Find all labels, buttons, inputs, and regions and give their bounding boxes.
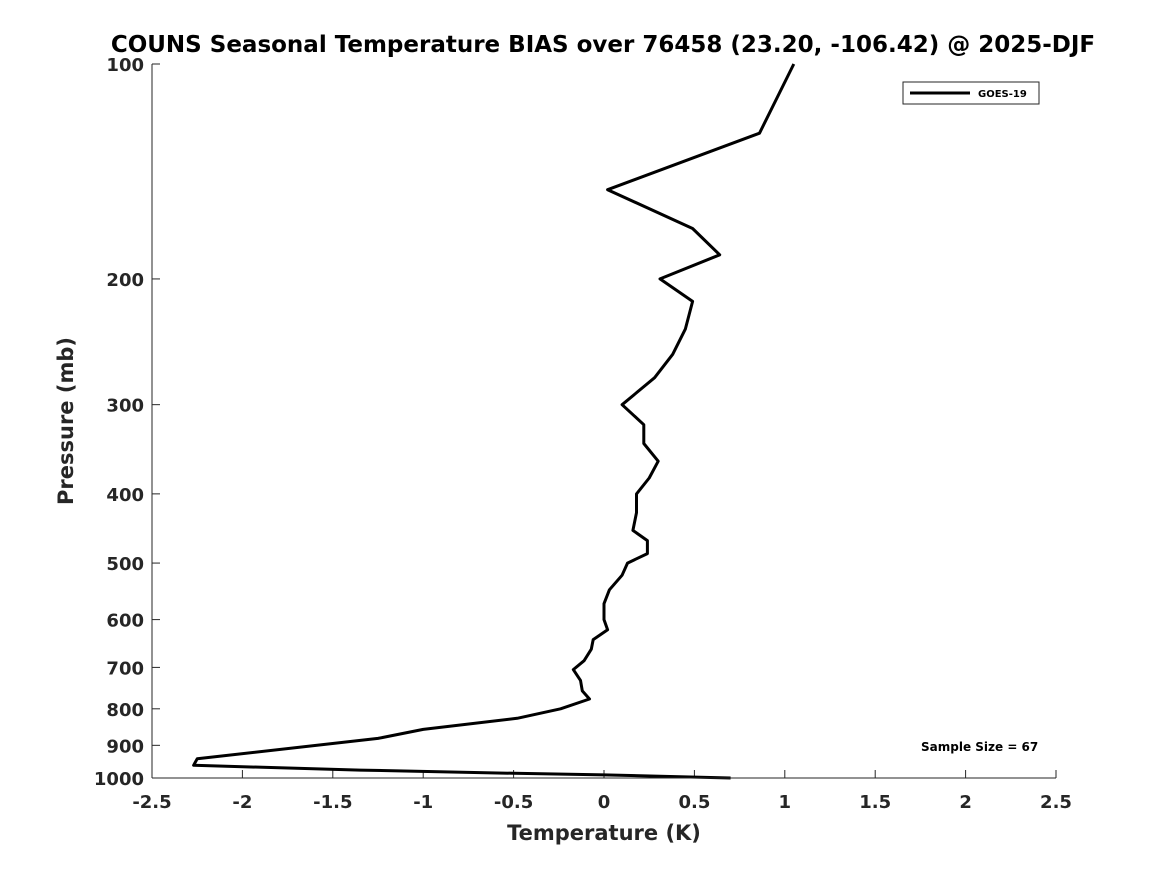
x-axis-ticks: -2.5 -2 -1.5 -1 -0.5 0 0.5 1 1.5 2 2.5 <box>132 770 1072 813</box>
x-tick-label: -2 <box>232 792 252 813</box>
x-tick-label: -0.5 <box>494 792 533 813</box>
plot-area <box>152 64 1056 778</box>
x-tick-label: 1.5 <box>859 792 891 813</box>
sample-size-annotation: Sample Size = 67 <box>921 740 1038 754</box>
legend: GOES-19 <box>902 81 1040 105</box>
legend-label-goes-19: GOES-19 <box>978 89 1027 100</box>
y-tick-label: 200 <box>106 270 144 291</box>
x-tick-label: 2 <box>959 792 972 813</box>
chart-title: COUNS Seasonal Temperature BIAS over 764… <box>111 32 1095 58</box>
y-axis-ticks: 100 200 300 400 500 600 700 800 900 1000 <box>94 55 160 790</box>
x-tick-label: 0 <box>598 792 611 813</box>
y-tick-label: 100 <box>106 55 144 76</box>
y-tick-label: 300 <box>106 396 144 417</box>
y-tick-label: 900 <box>106 736 144 757</box>
x-axis-label: Temperature (K) <box>507 821 701 845</box>
x-tick-label: -2.5 <box>132 792 171 813</box>
y-tick-label: 1000 <box>94 769 144 790</box>
y-tick-label: 800 <box>106 700 144 721</box>
x-tick-label: -1 <box>413 792 433 813</box>
y-tick-label: 700 <box>106 658 144 679</box>
x-tick-label: -1.5 <box>313 792 352 813</box>
y-tick-label: 400 <box>106 485 144 506</box>
x-tick-label: 2.5 <box>1040 792 1072 813</box>
x-tick-label: 0.5 <box>678 792 710 813</box>
y-tick-label: 500 <box>106 554 144 575</box>
y-axis-label: Pressure (mb) <box>54 337 78 505</box>
series-layer <box>192 63 796 780</box>
legend-box <box>902 81 1040 105</box>
x-tick-label: 1 <box>779 792 792 813</box>
y-tick-label: 600 <box>106 611 144 632</box>
series-line-goes-19 <box>192 63 796 780</box>
